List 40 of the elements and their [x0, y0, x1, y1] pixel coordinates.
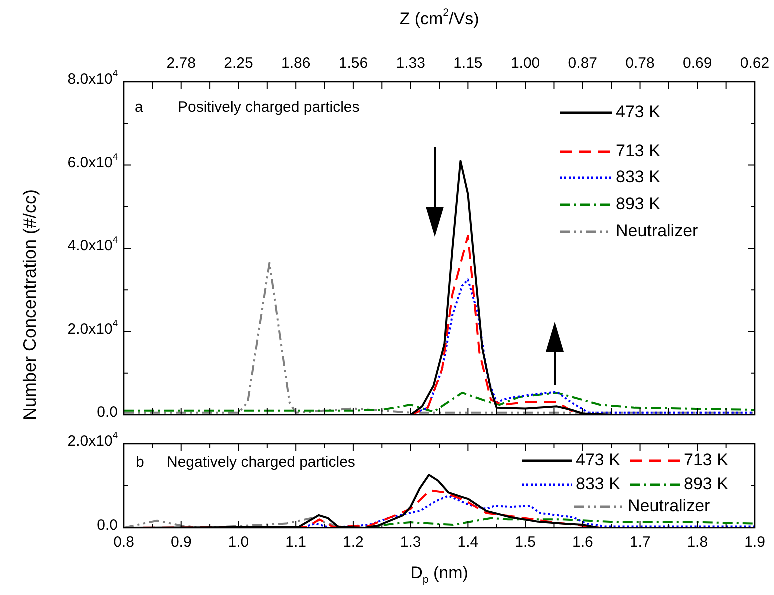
text: 0.62 — [740, 55, 770, 72]
text: 1.56 — [338, 55, 368, 72]
text: 1.00 — [510, 55, 540, 72]
y-tick-label: 0.0 — [97, 404, 118, 422]
annotation: b — [136, 454, 144, 472]
text: 0.69 — [683, 55, 712, 72]
x-tick-label: 1.2 — [343, 534, 364, 552]
x-tick-label: 1.0 — [228, 534, 250, 552]
y-axis-title: Number Concentration (#/cc) — [20, 188, 41, 423]
text: 1.33 — [396, 55, 426, 72]
text: 2.78 — [166, 55, 196, 72]
x-tick-label: 0.8 — [114, 534, 134, 552]
text: 1.15 — [454, 55, 483, 72]
x-tick-label: 1.4 — [458, 534, 479, 552]
annotation: a — [135, 99, 144, 116]
x-tick-label: 1.8 — [687, 534, 708, 552]
legend-label: Neutralizer — [628, 496, 711, 516]
y-tick-label: 0.0 — [97, 517, 118, 534]
legend-label: 833 K — [576, 474, 622, 494]
legend-label: 833 K — [616, 168, 662, 187]
legend-label: 893 K — [616, 194, 662, 214]
legend-label: 713 K — [616, 142, 662, 161]
text: 0.78 — [626, 55, 655, 72]
x-tick-label: 1.1 — [286, 534, 307, 552]
annotation: Negatively charged particles — [167, 454, 356, 472]
legend-label: Neutralizer — [616, 222, 699, 241]
legend-label: 473 K — [616, 102, 662, 122]
x-tick-label: 1.9 — [744, 534, 766, 552]
x-tick-label: 0.9 — [170, 534, 192, 552]
text: 2.25 — [224, 55, 254, 72]
legend-label: 893 K — [684, 474, 730, 494]
annotation: Positively charged particles — [178, 99, 360, 116]
x-tick-label: 1.7 — [630, 534, 651, 552]
legend-label: 713 K — [684, 450, 730, 470]
x-tick-label: 1.6 — [572, 534, 594, 552]
legend-label: 473 K — [576, 450, 622, 470]
text: 1.86 — [281, 55, 311, 72]
x-tick-label: 1.3 — [400, 534, 422, 552]
x-tick-label: 1.5 — [515, 534, 536, 552]
text: 0.87 — [568, 55, 598, 72]
